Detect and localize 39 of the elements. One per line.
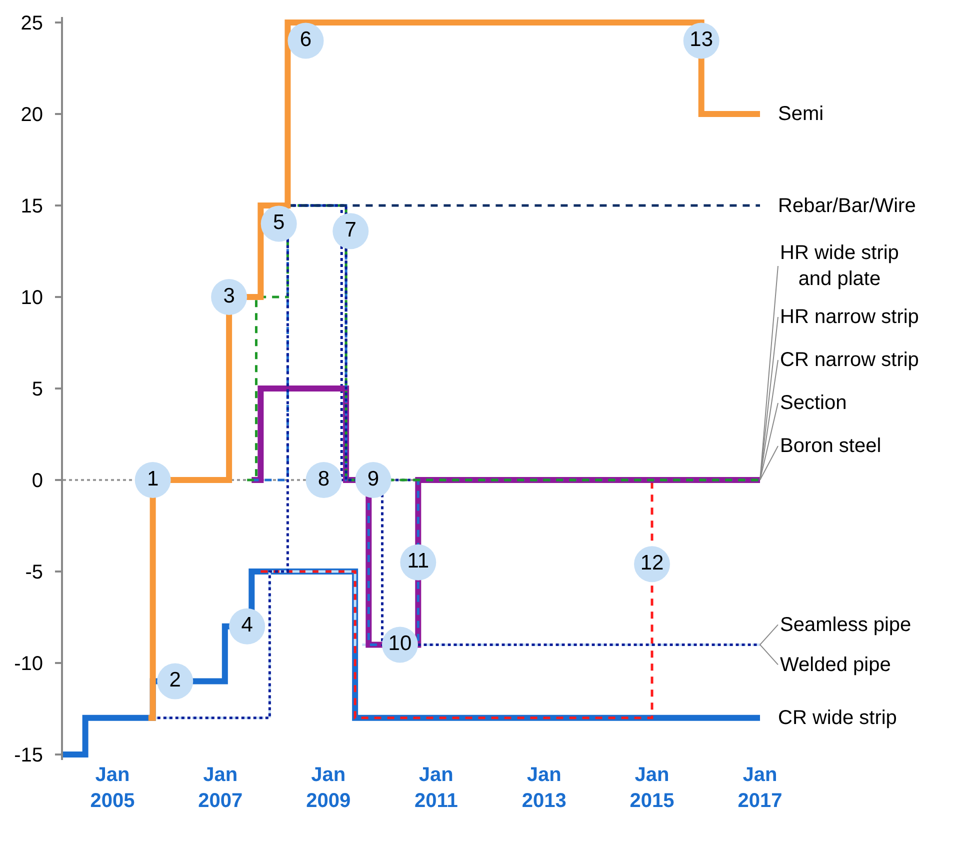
annotation: 8: [318, 467, 330, 490]
series-label: Welded pipe: [780, 654, 891, 676]
annotation: 3: [223, 284, 235, 308]
x-tick-label: Jan 2005: [90, 764, 135, 812]
x-tick-label: Jan 2015: [630, 764, 674, 812]
annotation: 7: [344, 218, 356, 242]
x-tick-label: Jan 2017: [738, 764, 782, 812]
y-tick-label: 0: [32, 470, 43, 492]
annotation: 10: [388, 632, 412, 655]
x-tick-label: Jan 2007: [198, 764, 243, 812]
text: HR narrow strip: [780, 306, 919, 328]
y-tick-label: -5: [25, 562, 43, 584]
annotation: 11: [407, 550, 430, 573]
annotation: 9: [367, 467, 380, 490]
text: Section: [780, 392, 847, 414]
annotation: 1: [146, 467, 159, 490]
y-tick-label: 5: [32, 378, 43, 400]
text: HR wide strip and plate: [780, 242, 899, 290]
x-tick-label: Jan 2011: [414, 764, 458, 812]
annotation: 12: [640, 551, 664, 574]
series-label: CR wide strip: [778, 707, 897, 729]
y-tick-label: 10: [20, 287, 43, 309]
annotation: 4: [241, 614, 254, 637]
text: CR narrow strip: [780, 349, 919, 371]
x-tick-label: Jan 2013: [522, 764, 566, 812]
annotation: 5: [272, 211, 285, 234]
y-tick-label: 15: [20, 196, 43, 218]
y-tick-label: 20: [20, 104, 43, 126]
annotation: 6: [300, 28, 312, 52]
annotation: 2: [169, 668, 181, 692]
y-tick-label: 25: [20, 12, 43, 34]
y-tick-label: -15: [14, 744, 43, 767]
series-label: Seamless pipe: [780, 614, 912, 636]
annotation: 13: [690, 28, 714, 52]
x-tick-label: Jan 2009: [306, 764, 351, 812]
series-label: Rebar/Bar/Wire: [778, 195, 916, 217]
y-tick-label: -10: [14, 653, 43, 676]
series-label: Semi: [778, 103, 824, 125]
series-label: Boron steel: [780, 435, 882, 457]
